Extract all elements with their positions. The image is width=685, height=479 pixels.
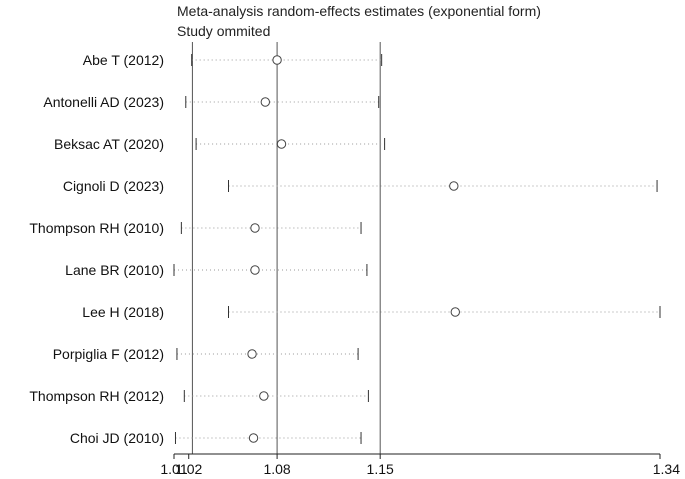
- x-tick-label: 1.08: [263, 461, 290, 477]
- estimate-point: [272, 55, 282, 65]
- study-label: Thompson RH (2012): [29, 388, 164, 404]
- study-label: Lee H (2018): [82, 304, 164, 320]
- study-label: Lane BR (2010): [65, 262, 164, 278]
- study-label: Beksac AT (2020): [54, 136, 164, 152]
- study-label: Thompson RH (2010): [29, 220, 164, 236]
- x-axis-ticks: 1.011.02 1.08 1.15 1.34: [160, 454, 680, 477]
- estimate-point: [450, 307, 460, 317]
- study-label: Abe T (2012): [83, 52, 164, 68]
- chart-subtitle: Study ommited: [177, 23, 270, 39]
- x-tick-label: 1.34: [653, 461, 680, 477]
- study-label: Choi JD (2010): [70, 430, 164, 446]
- study-label: Antonelli AD (2023): [43, 94, 164, 110]
- x-tick-label: 1.01: [160, 461, 187, 477]
- x-tick-label: 1.15: [367, 461, 394, 477]
- estimate-point: [250, 265, 260, 275]
- chart-title: Meta-analysis random-effects estimates (…: [177, 3, 541, 19]
- reference-lines: [191, 42, 381, 454]
- confidence-intervals: [173, 54, 661, 444]
- estimate-point: [449, 181, 459, 191]
- x-tick-label: 1.02: [175, 461, 202, 477]
- estimate-point: [259, 391, 269, 401]
- estimate-point: [276, 139, 287, 149]
- study-label: Porpiglia F (2012): [53, 346, 164, 362]
- estimate-point: [247, 349, 257, 359]
- estimate-point: [250, 223, 260, 233]
- study-label: Cignoli D (2023): [63, 178, 164, 194]
- estimate-point: [248, 433, 259, 443]
- study-labels: Abe T (2012) Antonelli AD (2023) Beksac AT…: [29, 52, 164, 446]
- estimate-point: [260, 97, 271, 107]
